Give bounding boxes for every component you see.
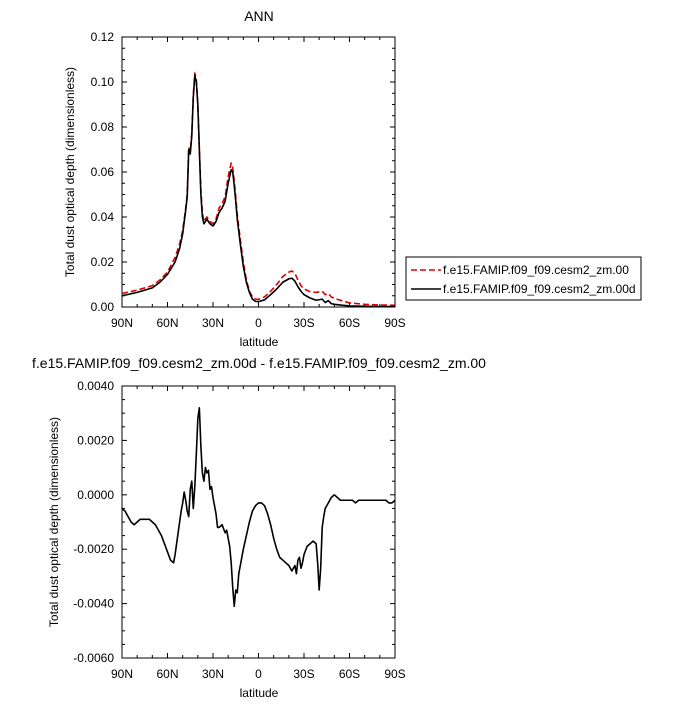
top-series-line-2: [121, 74, 395, 308]
top-x-tick-label: 30N: [202, 316, 224, 330]
top-x-tick-label: 30S: [293, 316, 314, 330]
top-x-tick-label: 60S: [339, 316, 360, 330]
bottom-x-tick-label: 30N: [202, 667, 224, 681]
top-y-tick-label: 0.10: [91, 75, 115, 89]
bottom-y-tick-label: 0.0000: [77, 488, 114, 502]
bottom-y-axis-label: Total dust optical depth (dimensionless): [47, 417, 61, 627]
bottom-plot-frame: [121, 385, 396, 659]
bottom-tick-labels: 90N 60N 30N 0 30S 60S 90S -0.0060 -0.0040 -0.0020…: [73, 379, 405, 681]
bottom-y-tick-label: 0.0020: [77, 433, 114, 447]
top-x-tick-label: 90N: [111, 316, 133, 330]
top-y-tick-label: 0.06: [91, 165, 115, 179]
top-y-tick-label: 0.04: [91, 210, 115, 224]
top-y-tick-label: 0.02: [91, 255, 115, 269]
bottom-axis-ticks: [121, 385, 396, 659]
top-series-line-1: [121, 72, 396, 306]
top-x-axis-label: latitude: [240, 335, 279, 349]
top-plot-frame: [121, 36, 396, 308]
top-x-tick-label: 90S: [384, 316, 405, 330]
top-x-tick-label: 0: [255, 316, 262, 330]
bottom-x-tick-label: 60N: [156, 667, 178, 681]
bottom-panel: f.e15.FAMIP.f09_f09.cesm2_zm.00d - f.e15…: [32, 355, 486, 700]
legend-box: [405, 256, 642, 301]
bottom-y-tick-label: -0.0060: [73, 651, 114, 665]
bottom-y-tick-label: -0.0020: [73, 542, 114, 556]
top-y-tick-label: 0.12: [91, 30, 115, 44]
top-y-tick-label: 0.00: [91, 300, 115, 314]
top-axis-ticks: [121, 36, 396, 308]
top-y-axis-label: Total dust optical depth (dimensionless): [63, 67, 77, 277]
top-panel: ANN 90N 60N 30N 0 30S 60S 90S 0.00 0.02 0.04 0.06 0…: [63, 8, 642, 349]
top-y-tick-label: 0.08: [91, 120, 115, 134]
bottom-series-line-1: [121, 406, 396, 608]
legend-label-series-1: f.e15.FAMIP.f09_f09.cesm2_zm.00: [443, 263, 629, 277]
bottom-x-tick-label: 90N: [111, 667, 133, 681]
top-series: [121, 72, 396, 308]
bottom-x-tick-label: 90S: [384, 667, 405, 681]
top-x-tick-label: 60N: [156, 316, 178, 330]
bottom-x-tick-label: 30S: [293, 667, 314, 681]
bottom-x-tick-label: 0: [255, 667, 262, 681]
legend: f.e15.FAMIP.f09_f09.cesm2_zm.00 f.e15.FA…: [405, 256, 642, 301]
bottom-y-tick-label: -0.0040: [73, 597, 114, 611]
bottom-y-tick-label: 0.0040: [77, 379, 114, 393]
top-tick-labels: 90N 60N 30N 0 30S 60S 90S 0.00 0.02 0.04 0.06 0.08 0…: [91, 30, 406, 330]
bottom-panel-title: f.e15.FAMIP.f09_f09.cesm2_zm.00d - f.e15…: [32, 355, 486, 371]
bottom-series: [121, 406, 396, 608]
bottom-x-tick-label: 60S: [339, 667, 360, 681]
legend-label-series-2: f.e15.FAMIP.f09_f09.cesm2_zm.00d: [443, 282, 636, 296]
bottom-x-axis-label: latitude: [240, 686, 279, 700]
top-panel-title: ANN: [244, 8, 274, 24]
